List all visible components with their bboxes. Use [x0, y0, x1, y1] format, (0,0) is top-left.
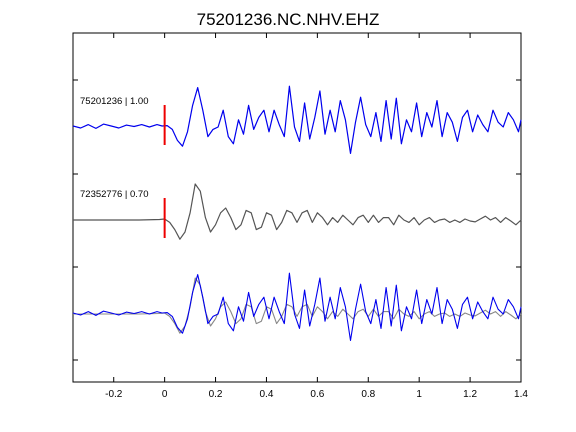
x-axis-ticks: -0.2 0 0.2 0.4 0.6 0.8 1 1.2 1.4: [105, 33, 528, 400]
x-tick-label: 0.8: [361, 389, 375, 400]
chart-title: 75201236.NC.NHV.EHZ: [197, 10, 380, 29]
trace-labels: 75201236 | 1.00 72352776 | 0.70: [80, 96, 149, 200]
trace-line-0: [72, 85, 522, 154]
x-tick-label: 1: [416, 389, 422, 400]
overlay-trace-line-0: [73, 277, 522, 334]
x-tick-label: 0: [162, 389, 168, 400]
trace-layer: [72, 85, 522, 341]
x-tick-label: 0.2: [209, 389, 223, 400]
trace-label-1: 72352776 | 0.70: [80, 189, 149, 200]
x-tick-label: 1.2: [463, 389, 477, 400]
trace-label-0: 75201236 | 1.00: [80, 96, 149, 107]
x-tick-label: -0.2: [105, 389, 123, 400]
x-tick-label: 0.4: [260, 389, 274, 400]
x-tick-label: 0.6: [310, 389, 324, 400]
plot-frame: [72, 32, 522, 383]
x-tick-label: 1.4: [514, 389, 528, 400]
overlay-trace-line-1: [72, 272, 522, 341]
y-axis-ticks: [73, 79, 521, 361]
trace-line-1: [73, 183, 522, 240]
